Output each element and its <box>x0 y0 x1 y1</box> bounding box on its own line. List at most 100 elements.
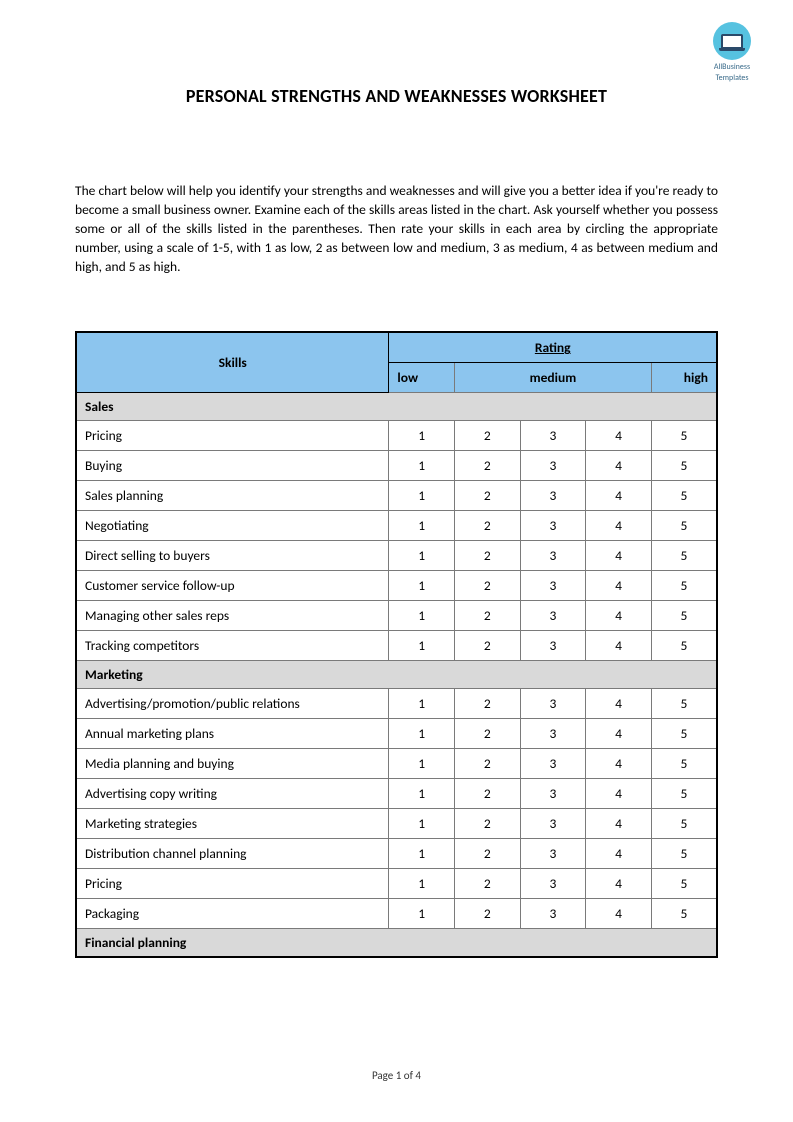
rating-cell[interactable]: 5 <box>651 601 717 631</box>
rating-cell[interactable]: 2 <box>455 899 521 929</box>
rating-cell[interactable]: 3 <box>520 451 586 481</box>
rating-cell[interactable]: 3 <box>520 779 586 809</box>
rating-cell[interactable]: 2 <box>455 869 521 899</box>
rating-cell[interactable]: 1 <box>389 451 455 481</box>
rating-cell[interactable]: 1 <box>389 601 455 631</box>
rating-cell[interactable]: 2 <box>455 719 521 749</box>
rating-cell[interactable]: 4 <box>586 421 652 451</box>
rating-cell[interactable]: 4 <box>586 451 652 481</box>
rating-cell[interactable]: 4 <box>586 839 652 869</box>
rating-cell[interactable]: 3 <box>520 481 586 511</box>
rating-cell[interactable]: 4 <box>586 601 652 631</box>
rating-cell[interactable]: 3 <box>520 601 586 631</box>
rating-cell[interactable]: 2 <box>455 779 521 809</box>
rating-cell[interactable]: 2 <box>455 839 521 869</box>
rating-cell[interactable]: 2 <box>455 749 521 779</box>
skill-name: Marketing strategies <box>76 809 389 839</box>
rating-cell[interactable]: 4 <box>586 689 652 719</box>
rating-cell[interactable]: 1 <box>389 899 455 929</box>
rating-cell[interactable]: 2 <box>455 511 521 541</box>
rating-cell[interactable]: 1 <box>389 689 455 719</box>
rating-cell[interactable]: 3 <box>520 571 586 601</box>
rating-cell[interactable]: 4 <box>586 749 652 779</box>
skill-name: Advertising copy writing <box>76 779 389 809</box>
rating-cell[interactable]: 2 <box>455 541 521 571</box>
rating-cell[interactable]: 1 <box>389 749 455 779</box>
rating-cell[interactable]: 5 <box>651 481 717 511</box>
rating-cell[interactable]: 4 <box>586 899 652 929</box>
rating-cell[interactable]: 3 <box>520 899 586 929</box>
section-row: Financial planning <box>76 929 717 958</box>
rating-cell[interactable]: 5 <box>651 839 717 869</box>
rating-cell[interactable]: 2 <box>455 631 521 661</box>
rating-cell[interactable]: 4 <box>586 571 652 601</box>
header-rating: Rating <box>389 332 717 363</box>
rating-cell[interactable]: 3 <box>520 719 586 749</box>
rating-cell[interactable]: 5 <box>651 541 717 571</box>
rating-cell[interactable]: 2 <box>455 689 521 719</box>
table-row: Buying12345 <box>76 451 717 481</box>
rating-cell[interactable]: 3 <box>520 421 586 451</box>
table-row: Pricing12345 <box>76 869 717 899</box>
rating-cell[interactable]: 5 <box>651 779 717 809</box>
rating-cell[interactable]: 1 <box>389 719 455 749</box>
page-title: PERSONAL STRENGTHS AND WEAKNESSES WORKSH… <box>75 85 718 107</box>
rating-cell[interactable]: 2 <box>455 421 521 451</box>
rating-cell[interactable]: 2 <box>455 571 521 601</box>
rating-cell[interactable]: 5 <box>651 451 717 481</box>
rating-cell[interactable]: 1 <box>389 511 455 541</box>
rating-cell[interactable]: 5 <box>651 421 717 451</box>
rating-cell[interactable]: 1 <box>389 631 455 661</box>
rating-cell[interactable]: 5 <box>651 869 717 899</box>
rating-cell[interactable]: 4 <box>586 481 652 511</box>
rating-cell[interactable]: 2 <box>455 601 521 631</box>
rating-cell[interactable]: 1 <box>389 571 455 601</box>
rating-cell[interactable]: 5 <box>651 689 717 719</box>
table-row: Media planning and buying12345 <box>76 749 717 779</box>
rating-cell[interactable]: 3 <box>520 631 586 661</box>
section-row: Marketing <box>76 661 717 689</box>
rating-cell[interactable]: 1 <box>389 541 455 571</box>
rating-cell[interactable]: 3 <box>520 869 586 899</box>
rating-cell[interactable]: 2 <box>455 809 521 839</box>
rating-cell[interactable]: 3 <box>520 689 586 719</box>
rating-cell[interactable]: 3 <box>520 511 586 541</box>
rating-cell[interactable]: 4 <box>586 779 652 809</box>
skill-name: Buying <box>76 451 389 481</box>
rating-cell[interactable]: 3 <box>520 749 586 779</box>
rating-cell[interactable]: 5 <box>651 899 717 929</box>
section-row: Sales <box>76 393 717 421</box>
rating-cell[interactable]: 1 <box>389 809 455 839</box>
rating-cell[interactable]: 4 <box>586 809 652 839</box>
skill-name: Tracking competitors <box>76 631 389 661</box>
skill-name: Direct selling to buyers <box>76 541 389 571</box>
scale-high: high <box>651 363 717 393</box>
logo-text-2: Templates <box>713 74 751 82</box>
rating-cell[interactable]: 5 <box>651 719 717 749</box>
rating-cell[interactable]: 5 <box>651 749 717 779</box>
table-row: Tracking competitors12345 <box>76 631 717 661</box>
rating-cell[interactable]: 5 <box>651 631 717 661</box>
rating-cell[interactable]: 1 <box>389 779 455 809</box>
rating-cell[interactable]: 5 <box>651 571 717 601</box>
table-row: Direct selling to buyers12345 <box>76 541 717 571</box>
rating-cell[interactable]: 5 <box>651 809 717 839</box>
table-header-row: Skills Rating <box>76 332 717 363</box>
rating-cell[interactable]: 5 <box>651 511 717 541</box>
rating-cell[interactable]: 4 <box>586 511 652 541</box>
rating-cell[interactable]: 1 <box>389 421 455 451</box>
rating-cell[interactable]: 4 <box>586 541 652 571</box>
rating-cell[interactable]: 2 <box>455 481 521 511</box>
rating-cell[interactable]: 3 <box>520 839 586 869</box>
rating-cell[interactable]: 1 <box>389 839 455 869</box>
rating-cell[interactable]: 3 <box>520 809 586 839</box>
rating-cell[interactable]: 1 <box>389 869 455 899</box>
rating-cell[interactable]: 4 <box>586 719 652 749</box>
rating-cell[interactable]: 4 <box>586 631 652 661</box>
rating-cell[interactable]: 1 <box>389 481 455 511</box>
rating-cell[interactable]: 4 <box>586 869 652 899</box>
rating-cell[interactable]: 2 <box>455 451 521 481</box>
table-row: Managing other sales reps12345 <box>76 601 717 631</box>
table-row: Pricing12345 <box>76 421 717 451</box>
rating-cell[interactable]: 3 <box>520 541 586 571</box>
